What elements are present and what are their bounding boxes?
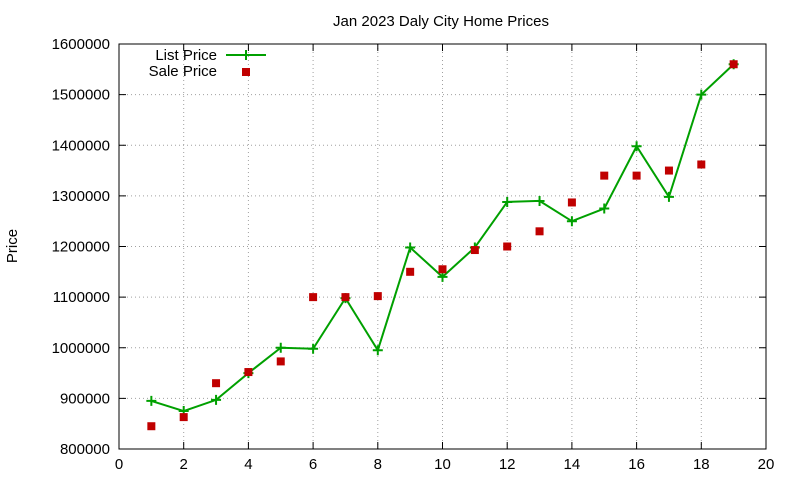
- list-price-point: [275, 342, 286, 353]
- x-tick-label: 20: [758, 456, 775, 473]
- sale-price-point: [438, 265, 447, 274]
- chart-title: Jan 2023 Daly City Home Prices: [333, 13, 549, 30]
- y-tick-label: 1300000: [52, 188, 110, 205]
- legend-label-sale-price: Sale Price: [149, 63, 217, 80]
- sale-price-point: [729, 60, 738, 69]
- x-tick-label: 6: [309, 456, 317, 473]
- legend-marker-sale-price: [242, 68, 250, 76]
- y-tick-label: 1400000: [52, 137, 110, 154]
- sale-price-point: [212, 379, 221, 388]
- y-tick-label: 1100000: [53, 289, 110, 306]
- list-price-point: [437, 271, 448, 282]
- y-tick-label: 1000000: [52, 340, 110, 357]
- list-price-point: [534, 195, 545, 206]
- legend-label-list-price: List Price: [155, 47, 217, 64]
- sale-price-point: [373, 292, 382, 301]
- list-price-point: [599, 203, 610, 214]
- x-tick-label: 12: [499, 456, 516, 473]
- x-tick-label: 10: [434, 456, 451, 473]
- sale-price-point: [567, 198, 576, 207]
- y-tick-label: 900000: [60, 390, 110, 407]
- x-tick-label: 14: [564, 456, 581, 473]
- sale-price-point: [600, 171, 609, 180]
- plot-frame: [118, 43, 767, 450]
- list-price-point: [566, 216, 577, 227]
- y-tick-label: 1600000: [52, 36, 110, 53]
- y-tick-label: 1200000: [52, 239, 110, 256]
- sale-price-point: [503, 242, 512, 251]
- list-price-point: [696, 89, 707, 100]
- sale-price-point: [309, 293, 318, 302]
- sale-price-point: [697, 160, 706, 169]
- y-tick-label: 1500000: [52, 87, 110, 104]
- sale-price-point: [632, 171, 641, 180]
- y-axis-label: Price: [4, 229, 21, 263]
- x-tick-label: 16: [628, 456, 645, 473]
- list-price-point: [211, 394, 222, 405]
- sale-price-point: [406, 267, 415, 276]
- list-price-point: [308, 343, 319, 354]
- list-price-point: [663, 191, 674, 202]
- y-tick-label: 800000: [60, 441, 110, 458]
- list-price-point: [631, 141, 642, 152]
- sale-price-point: [244, 368, 253, 377]
- sale-price-point: [664, 166, 673, 175]
- x-tick-label: 18: [693, 456, 710, 473]
- sale-price-point: [470, 246, 479, 255]
- list-price-point: [146, 395, 157, 406]
- series-layer: [146, 59, 739, 431]
- list-price-point: [502, 196, 513, 207]
- legend-marker-list-price: [241, 50, 251, 60]
- sale-price-point: [147, 422, 156, 431]
- sale-price-point: [179, 413, 188, 422]
- axis-ticks: 0 2 4 6 8 10 12 14 16 18 20 800000 900000 1000000 1100…: [52, 36, 775, 473]
- x-tick-label: 0: [115, 456, 123, 473]
- x-tick-label: 8: [374, 456, 382, 473]
- list-price-point: [405, 242, 416, 253]
- sale-price-point: [276, 357, 285, 366]
- x-tick-label: 4: [244, 456, 252, 473]
- sale-price-point: [535, 227, 544, 236]
- list-price-point: [372, 345, 383, 356]
- x-tick-label: 2: [180, 456, 188, 473]
- sale-price-point: [341, 293, 350, 302]
